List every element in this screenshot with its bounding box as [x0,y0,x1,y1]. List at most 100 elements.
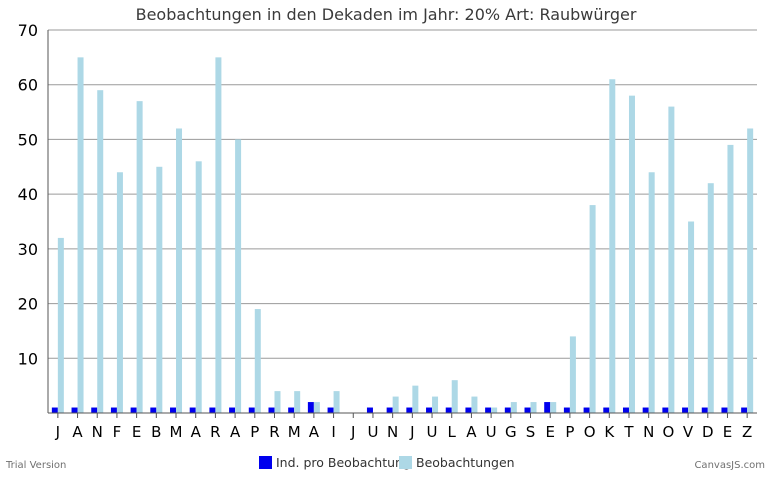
bar-ind-pro-beobachtung[interactable] [327,407,334,413]
bar-beobachtungen[interactable] [313,402,320,413]
x-tick-label: Z [742,423,752,441]
bar-ind-pro-beobachtung[interactable] [51,407,58,413]
bar-beobachtungen[interactable] [176,128,183,413]
bar-ind-pro-beobachtung[interactable] [701,407,708,413]
bar-beobachtungen[interactable] [510,402,517,413]
bar-beobachtungen[interactable] [609,79,616,413]
bar-beobachtungen[interactable] [471,396,478,413]
legend-swatch[interactable] [259,456,272,469]
legend[interactable]: Ind. pro Beobachtung Beobachtungen [259,455,515,470]
bar-beobachtungen[interactable] [530,402,537,413]
x-tick-label: J [55,423,60,441]
bar-beobachtungen[interactable] [412,385,419,413]
legend-swatch[interactable] [399,456,412,469]
bar-ind-pro-beobachtung[interactable] [741,407,748,413]
y-tick-label: 10 [18,349,38,368]
bar-ind-pro-beobachtung[interactable] [504,407,511,413]
bar-ind-pro-beobachtung[interactable] [524,407,531,413]
bar-ind-pro-beobachtung[interactable] [406,407,413,413]
bar-ind-pro-beobachtung[interactable] [603,407,610,413]
bar-beobachtungen[interactable] [628,95,635,414]
bar-beobachtungen[interactable] [392,396,399,413]
x-tick-label: M [170,423,183,441]
bar-ind-pro-beobachtung[interactable] [268,407,275,413]
bar-ind-pro-beobachtung[interactable] [189,407,196,413]
bars [51,57,754,414]
bar-beobachtungen[interactable] [77,57,84,413]
bar-ind-pro-beobachtung[interactable] [91,407,98,413]
bar-beobachtungen[interactable] [97,90,104,413]
bar-beobachtungen[interactable] [274,391,281,413]
bar-ind-pro-beobachtung[interactable] [622,407,629,413]
x-tick-label: N [92,423,103,441]
chart-title: Beobachtungen in den Dekaden im Jahr: 20… [136,5,637,24]
bar-beobachtungen[interactable] [550,402,557,413]
bar-beobachtungen[interactable] [215,57,222,413]
x-tick-label: A [230,423,241,441]
bar-ind-pro-beobachtung[interactable] [662,407,669,413]
y-tick-label: 70 [18,21,38,40]
x-tick-label: E [132,423,141,441]
bar-beobachtungen[interactable] [451,380,458,413]
bar-beobachtungen[interactable] [727,144,734,413]
bar-ind-pro-beobachtung[interactable] [170,407,177,413]
x-tick-label: R [210,423,220,441]
bar-ind-pro-beobachtung[interactable] [485,407,492,413]
bar-ind-pro-beobachtung[interactable] [209,407,216,413]
bar-ind-pro-beobachtung[interactable] [682,407,689,413]
bar-ind-pro-beobachtung[interactable] [721,407,728,413]
canvasjs-credit-link[interactable]: CanvasJS.com [694,460,765,471]
x-tick-label: V [683,423,694,441]
bar-ind-pro-beobachtung[interactable] [366,407,373,413]
bar-ind-pro-beobachtung[interactable] [426,407,433,413]
x-tick-label: O [584,423,596,441]
legend-label[interactable]: Beobachtungen [416,455,515,470]
y-tick-label: 40 [18,185,38,204]
bar-ind-pro-beobachtung[interactable] [642,407,649,413]
y-tick-label: 30 [18,240,38,259]
bar-beobachtungen[interactable] [747,128,754,413]
bar-beobachtungen[interactable] [668,106,675,413]
bar-beobachtungen[interactable] [648,172,655,413]
x-tick-label: A [466,423,477,441]
bar-ind-pro-beobachtung[interactable] [110,407,117,413]
bar-beobachtungen[interactable] [57,237,64,413]
bar-beobachtungen[interactable] [195,161,202,413]
bar-ind-pro-beobachtung[interactable] [71,407,78,413]
bar-ind-pro-beobachtung[interactable] [465,407,472,413]
bar-ind-pro-beobachtung[interactable] [150,407,157,413]
bar-ind-pro-beobachtung[interactable] [248,407,255,413]
x-tick-label: P [565,423,574,441]
bar-beobachtungen[interactable] [491,407,498,413]
bar-beobachtungen[interactable] [156,166,163,413]
bar-beobachtungen[interactable] [589,205,596,413]
bar-beobachtungen[interactable] [235,139,242,413]
bar-ind-pro-beobachtung[interactable] [583,407,590,413]
x-tick-label: J [350,423,355,441]
bar-beobachtungen[interactable] [569,336,576,413]
x-tick-label: D [702,423,714,441]
bar-beobachtungen[interactable] [136,101,143,413]
bar-ind-pro-beobachtung[interactable] [445,407,452,413]
bar-beobachtungen[interactable] [116,172,123,413]
x-tick-label: U [486,423,497,441]
bar-beobachtungen[interactable] [294,391,301,413]
x-tick-label: U [427,423,438,441]
bar-ind-pro-beobachtung[interactable] [307,402,314,413]
bar-ind-pro-beobachtung[interactable] [288,407,295,413]
bar-beobachtungen[interactable] [432,396,439,413]
bar-beobachtungen[interactable] [333,391,340,413]
bar-beobachtungen[interactable] [254,309,261,413]
bar-beobachtungen[interactable] [707,183,714,413]
x-tick-label: M [288,423,301,441]
x-tick-label: G [505,423,517,441]
bar-ind-pro-beobachtung[interactable] [386,407,393,413]
x-tick-label: E [723,423,732,441]
bar-ind-pro-beobachtung[interactable] [544,402,551,413]
legend-label[interactable]: Ind. pro Beobachtung [276,455,411,470]
bar-ind-pro-beobachtung[interactable] [563,407,570,413]
bar-beobachtungen[interactable] [688,221,695,414]
bar-ind-pro-beobachtung[interactable] [229,407,236,413]
x-tick-label: N [387,423,398,441]
bar-ind-pro-beobachtung[interactable] [130,407,137,413]
